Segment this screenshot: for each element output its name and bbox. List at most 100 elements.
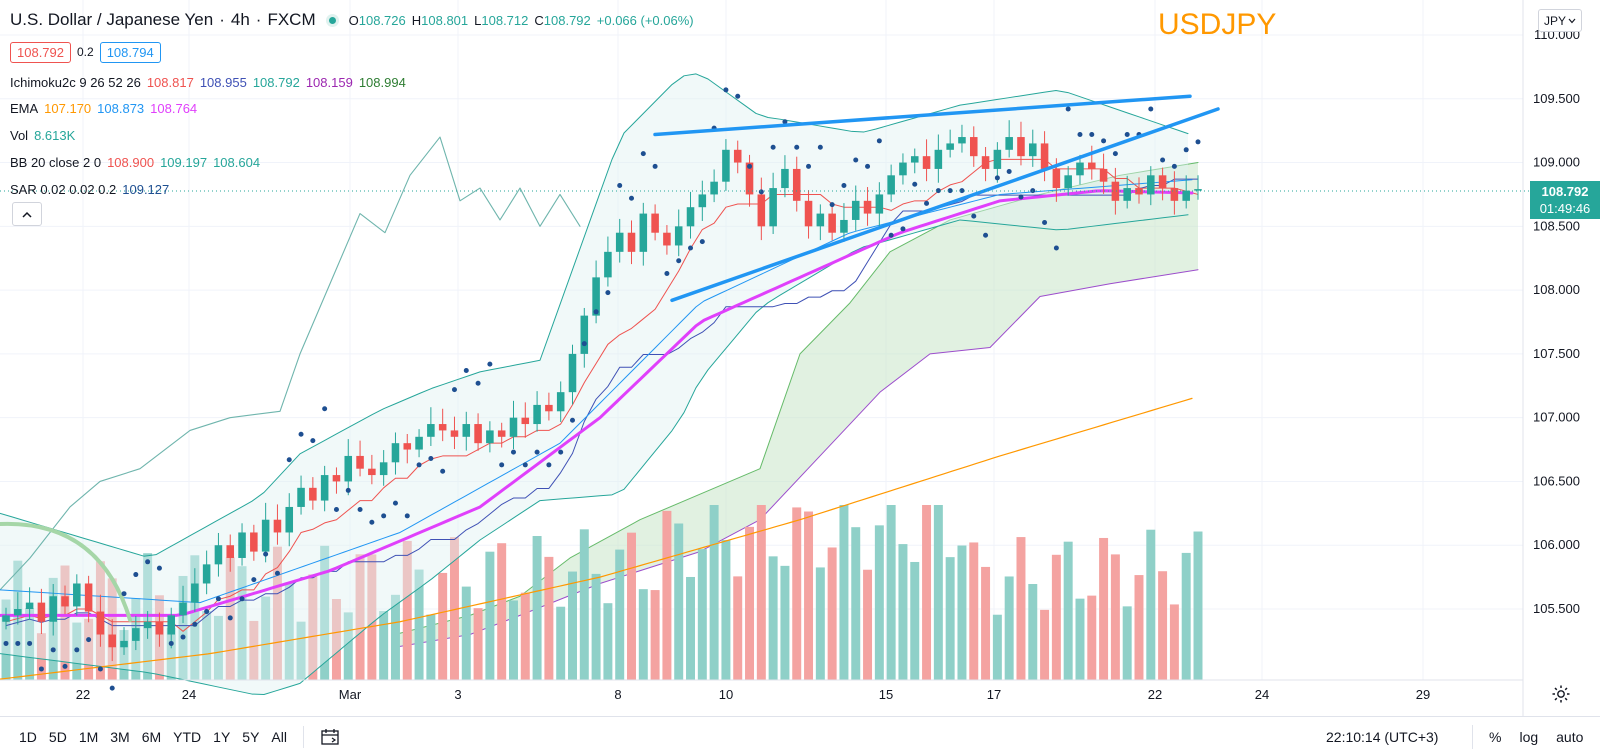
sar-dot — [50, 647, 56, 653]
auto-scale-toggle[interactable]: auto — [1556, 729, 1584, 745]
sar-dot — [522, 462, 528, 468]
candle-body — [686, 207, 695, 227]
interval-label[interactable]: 4h — [230, 10, 250, 29]
timezone-clock[interactable]: 22:10:14 (UTC+3) — [1326, 717, 1438, 756]
volume-bar — [190, 555, 200, 680]
candle-body — [1170, 188, 1179, 201]
time-axis[interactable]: 22 24 Mar 3 8 10 15 17 22 24 29 — [76, 687, 1430, 702]
candle-body — [486, 430, 494, 444]
indicator-bollinger[interactable]: BB 20 close 2 0 108.900 109.197 108.604 — [10, 154, 261, 170]
candle-body — [651, 213, 659, 233]
volume-bar — [461, 586, 471, 680]
indicator-sar[interactable]: SAR 0.02 0.02 0.2 109.127 — [10, 181, 170, 197]
chart-settings-button[interactable] — [1550, 683, 1572, 705]
time-axis-label: 3 — [454, 687, 461, 702]
market-open-icon — [325, 13, 339, 27]
sar-dot — [617, 183, 623, 189]
sar-dot — [664, 271, 670, 277]
volume-bar — [662, 510, 672, 680]
volume-bar — [1075, 598, 1085, 680]
sar-dot — [215, 596, 221, 602]
range-1m-button[interactable]: 1M — [78, 729, 99, 745]
volume-bar — [84, 618, 94, 680]
sar-dot — [959, 188, 965, 194]
bar-countdown: 01:49:46 — [1539, 201, 1591, 216]
range-all-button[interactable]: All — [271, 729, 287, 745]
volume-bar — [1087, 595, 1097, 680]
candle-body — [155, 621, 164, 635]
candle-body — [627, 232, 636, 252]
volume-bar — [945, 557, 955, 680]
candle-body — [1099, 168, 1108, 182]
buy-price-button[interactable]: 108.794 — [99, 41, 161, 63]
volume-bar — [568, 571, 577, 680]
candle-body — [733, 149, 742, 163]
indicator-name: Vol — [10, 127, 29, 143]
ohlc-high: H108.801 — [411, 12, 469, 28]
volume-bar — [202, 611, 212, 680]
symbol-title[interactable]: U.S. Dollar / Japanese Yen — [10, 10, 214, 29]
sar-dot — [1183, 147, 1189, 153]
volume-bar — [745, 526, 755, 680]
volume-bar — [272, 546, 282, 680]
candle-body — [521, 417, 530, 425]
candle-body — [604, 251, 612, 278]
sar-dot — [204, 609, 210, 615]
candle-body — [568, 353, 577, 393]
indicator-ichimoku[interactable]: Ichimoku2c 9 26 52 26 108.817 108.955 10… — [10, 74, 406, 90]
currency-selector[interactable]: JPY — [1538, 9, 1582, 32]
candle-body — [1123, 188, 1131, 201]
sar-dot — [333, 507, 339, 513]
indicator-name: EMA — [10, 100, 39, 116]
candle-body — [1088, 162, 1096, 169]
go-to-date-button[interactable] — [314, 728, 346, 746]
volume-bar — [532, 536, 542, 680]
sar-dot — [3, 640, 9, 646]
candle-body — [674, 226, 683, 246]
sar-dot — [357, 507, 363, 513]
range-5y-button[interactable]: 5Y — [242, 729, 260, 745]
volume-bar — [213, 615, 223, 680]
sar-dot — [381, 513, 387, 519]
candle-body — [545, 404, 553, 412]
cloud-span-b — [394, 269, 1199, 648]
sar-dot — [569, 417, 575, 423]
range-3m-button[interactable]: 3M — [110, 729, 130, 745]
volume-bar — [1063, 541, 1073, 680]
candle-body — [1182, 190, 1190, 201]
sar-dot — [876, 138, 882, 144]
collapse-legend-button[interactable] — [12, 202, 42, 226]
price-axis[interactable]: 110.000109.500109.000108.500108.000107.5… — [1533, 27, 1580, 616]
trendlines[interactable] — [653, 94, 1220, 303]
candle-body — [108, 634, 116, 648]
sar-dot — [1065, 106, 1071, 112]
log-scale-toggle[interactable]: log — [1519, 729, 1539, 745]
ema-fast-line — [0, 189, 1194, 617]
last-price-value: 108.792 — [1541, 184, 1589, 199]
range-6m-button[interactable]: 6M — [141, 729, 162, 745]
range-ytd-button[interactable]: YTD — [173, 729, 202, 745]
sar-dot — [109, 685, 115, 691]
candle-body — [1017, 137, 1025, 157]
candle-body — [250, 532, 258, 552]
candle-body — [946, 143, 954, 150]
candle-body — [1052, 168, 1061, 189]
candle-body — [438, 424, 447, 431]
range-1y-button[interactable]: 1Y — [213, 729, 231, 745]
volume-bar — [827, 547, 837, 680]
sar-dot — [676, 258, 682, 264]
indicator-volume[interactable]: Vol 8.613K — [10, 127, 76, 143]
indicator-ema[interactable]: EMA 107.170 108.873 108.764 — [10, 100, 198, 116]
arc-drawing — [0, 521, 132, 622]
range-1d-button[interactable]: 1D — [19, 729, 37, 745]
sar-dot — [794, 144, 800, 150]
candle-body — [320, 475, 329, 501]
lower-trendline — [670, 107, 1220, 303]
sar-dot — [1112, 151, 1118, 157]
percent-scale-toggle[interactable]: % — [1489, 729, 1502, 745]
candle-body — [922, 156, 931, 169]
sell-price-button[interactable]: 108.792 — [10, 41, 71, 63]
range-5d-button[interactable]: 5D — [48, 729, 67, 745]
sar-dot — [286, 457, 292, 463]
